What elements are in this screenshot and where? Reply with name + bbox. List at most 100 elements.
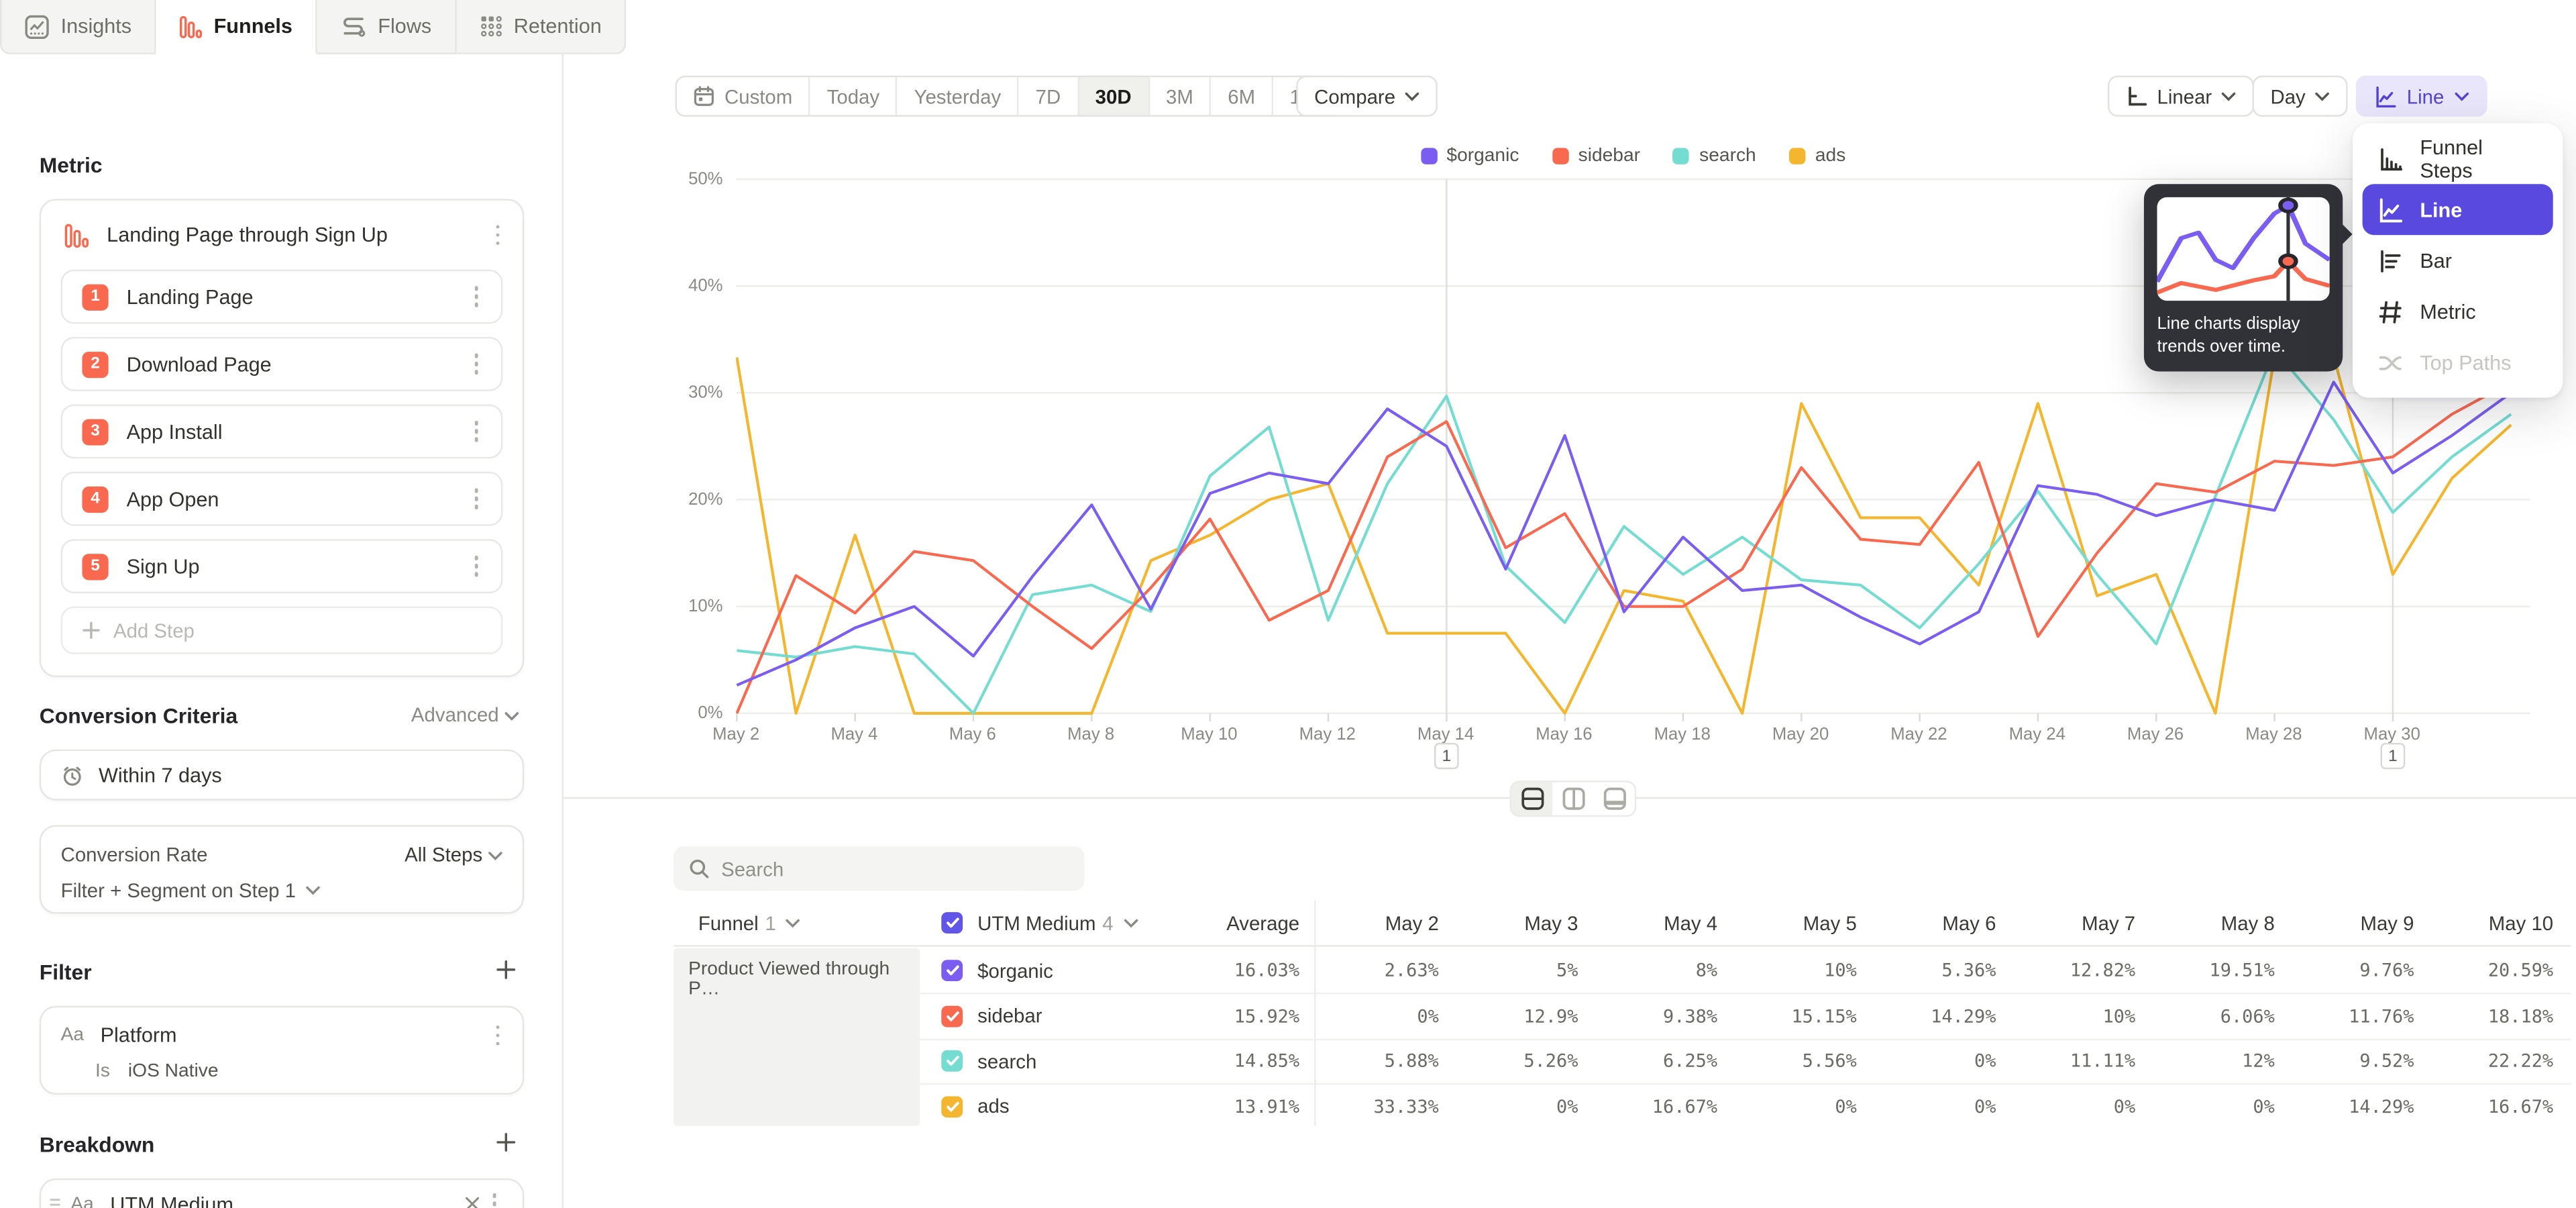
tab-funnels[interactable]: Funnels	[156, 0, 317, 54]
column-header-may-3[interactable]: May 3	[1524, 911, 1578, 935]
tab-insights[interactable]: Insights	[0, 0, 156, 54]
funnel-step-5[interactable]: 5 Sign Up	[60, 539, 503, 594]
split-columns-button[interactable]	[1552, 782, 1594, 815]
line-chart[interactable]	[736, 172, 2533, 725]
advanced-dropdown[interactable]: Advanced	[411, 703, 519, 726]
funnel-kebab-icon[interactable]	[486, 218, 510, 252]
chart-type-dropdown[interactable]: Line	[2355, 75, 2487, 117]
conversion-window[interactable]: Within 7 days	[39, 749, 525, 801]
alarm-clock-icon	[61, 764, 84, 787]
step-kebab-icon[interactable]	[464, 482, 488, 515]
row-checkbox[interactable]	[941, 960, 963, 982]
add-filter-button[interactable]	[496, 960, 516, 979]
menu-item-bar[interactable]: Bar	[2363, 235, 2553, 286]
breakdown-column-header[interactable]: UTM Medium 4	[941, 901, 1138, 945]
search-box[interactable]	[674, 846, 1085, 891]
step-number-badge: 3	[82, 418, 109, 445]
column-header-may-4[interactable]: May 4	[1664, 911, 1718, 935]
check-icon	[945, 917, 959, 928]
legend-item-organic[interactable]: $organic	[1420, 146, 1519, 165]
column-header-may-5[interactable]: May 5	[1803, 911, 1857, 935]
linear-axis-icon	[2129, 87, 2147, 106]
annotation-badge[interactable]: 1	[2380, 742, 2406, 770]
range-30d[interactable]: 30D	[1079, 77, 1150, 115]
annotation-badge[interactable]: 1	[1434, 742, 1459, 770]
column-header-may-10[interactable]: May 10	[2488, 911, 2554, 935]
x-tick-label: May 8	[1067, 725, 1115, 745]
step-kebab-icon[interactable]	[464, 415, 488, 448]
legend-item-search[interactable]: search	[1672, 146, 1756, 165]
column-header-may-8[interactable]: May 8	[2220, 911, 2275, 935]
step-kebab-icon[interactable]	[464, 280, 488, 313]
table-row-search: search 14.85% 5.88% 5.26% 6.25% 5.56% 0% 11.11%…	[920, 1038, 2571, 1083]
series-line-ads	[736, 355, 2512, 715]
split-rows-button[interactable]	[1511, 782, 1553, 815]
range-6m[interactable]: 6M	[1212, 77, 1273, 115]
scale-dropdown[interactable]: Linear	[2108, 75, 2255, 117]
calendar-icon	[693, 85, 714, 107]
range-3m[interactable]: 3M	[1149, 77, 1212, 115]
step-number-badge: 1	[82, 283, 109, 310]
granularity-dropdown[interactable]: Day	[2252, 75, 2349, 117]
column-header-average[interactable]: Average	[1226, 911, 1300, 935]
range-7d[interactable]: 7D	[1019, 77, 1079, 115]
menu-item-funnel-steps[interactable]: Funnel Steps	[2363, 133, 2553, 184]
column-header-may-2[interactable]: May 2	[1385, 911, 1439, 935]
table-row-ads: ads 13.91% 33.33% 0% 16.67% 0% 0% 0% 0% 14.29% 16.…	[920, 1083, 2571, 1128]
funnel-column-header[interactable]: Funnel 1	[698, 901, 801, 945]
filter-segment-dropdown[interactable]: Filter + Segment on Step 1	[41, 872, 523, 909]
drag-handle-icon[interactable]	[49, 1196, 60, 1208]
y-tick-label: 20%	[688, 489, 723, 510]
step-label: App Open	[126, 487, 219, 511]
step-kebab-icon[interactable]	[464, 347, 488, 381]
filter-property: Platform	[100, 1023, 177, 1048]
range-today[interactable]: Today	[810, 77, 898, 115]
funnel-step-4[interactable]: 4 App Open	[60, 471, 503, 526]
funnels-icon	[179, 14, 203, 39]
search-input[interactable]	[721, 857, 1050, 880]
add-breakdown-button[interactable]	[496, 1132, 516, 1152]
table-bottom-button[interactable]	[1593, 782, 1635, 815]
breakdown-kebab-icon[interactable]	[482, 1187, 506, 1208]
compare-button[interactable]: Compare	[1296, 75, 1438, 117]
legend-item-sidebar[interactable]: sidebar	[1552, 146, 1640, 165]
tab-retention[interactable]: Retention	[456, 0, 627, 54]
day-value: 22.22%	[2487, 1050, 2554, 1072]
average-column-divider	[1314, 901, 1316, 1126]
average-value: 14.85%	[1234, 1050, 1300, 1072]
legend-item-ads[interactable]: ads	[1788, 146, 1845, 165]
column-header-may-7[interactable]: May 7	[2082, 911, 2136, 935]
funnel-group-cell[interactable]: Product Viewed through P…	[674, 948, 920, 1126]
table-row-organic: $organic 16.03% 2.63% 5% 8% 10% 5.36% 12.82% 19.…	[920, 948, 2571, 993]
menu-item-line[interactable]: Line	[2362, 184, 2553, 236]
all-steps-dropdown[interactable]: All Steps	[405, 843, 502, 866]
column-header-may-6[interactable]: May 6	[1942, 911, 1996, 935]
step-kebab-icon[interactable]	[464, 550, 488, 583]
breakdown-card[interactable]: Aa UTM Medium	[39, 1178, 525, 1208]
range-yesterday[interactable]: Yesterday	[898, 77, 1020, 115]
column-header-may-9[interactable]: May 9	[2360, 911, 2414, 935]
funnel-step-3[interactable]: 3 App Install	[60, 404, 503, 459]
select-all-checkbox[interactable]	[941, 912, 963, 934]
breakdown-property: UTM Medium	[110, 1192, 233, 1208]
filter-kebab-icon[interactable]	[486, 1019, 510, 1052]
funnel-step-2[interactable]: 2 Download Page	[60, 337, 503, 391]
filter-card[interactable]: Aa Platform Is iOS Native	[39, 1005, 525, 1095]
range-custom[interactable]: Custom	[677, 77, 811, 115]
remove-breakdown-icon[interactable]	[464, 1197, 479, 1208]
x-tick-label: May 12	[1299, 725, 1356, 745]
day-value: 9.52%	[2359, 1050, 2414, 1072]
menu-item-metric[interactable]: Metric	[2363, 286, 2553, 337]
row-checkbox[interactable]	[941, 1005, 963, 1027]
row-checkbox[interactable]	[941, 1050, 963, 1072]
add-step-button[interactable]: Add Step	[60, 606, 503, 654]
day-value: 5.36%	[1941, 960, 1996, 982]
search-icon	[688, 858, 710, 879]
table-bottom-icon	[1603, 787, 1625, 810]
row-checkbox[interactable]	[941, 1095, 963, 1117]
funnel-step-1[interactable]: 1 Landing Page	[60, 269, 503, 324]
metric-heading: Metric	[39, 152, 103, 178]
header-divider	[674, 945, 2571, 947]
tab-flows[interactable]: Flows	[317, 0, 457, 54]
tab-label: Retention	[513, 15, 602, 38]
